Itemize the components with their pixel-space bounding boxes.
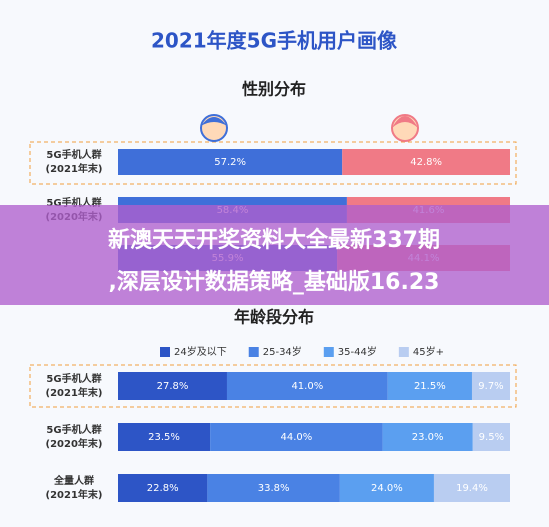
value-label: 22.8% <box>147 483 179 494</box>
bar-segment <box>226 372 388 400</box>
bar-segment <box>118 423 211 451</box>
legend-label: 25-34岁 <box>263 345 302 358</box>
legend-label: 24岁及以下 <box>174 345 227 358</box>
bar-segment <box>433 474 510 502</box>
bar-segment <box>339 474 434 502</box>
value-label: 57.2% <box>214 157 246 168</box>
bar-segment <box>118 372 227 400</box>
value-label: 41.0% <box>291 381 323 392</box>
chart-title: 年龄段分布 <box>234 308 314 327</box>
value-label: 19.4% <box>456 483 488 494</box>
value-label: 9.7% <box>478 381 503 392</box>
value-label: 27.8% <box>157 381 189 392</box>
row-label: 5G手机人群 <box>46 148 101 161</box>
value-label: 23.5% <box>148 432 180 443</box>
male-icon <box>200 114 228 142</box>
value-label: 33.8% <box>258 483 290 494</box>
bar-segment <box>342 149 510 175</box>
bar-segment <box>472 423 510 451</box>
legend-swatch <box>398 347 409 357</box>
value-label: 23.0% <box>412 432 444 443</box>
value-label: 44.0% <box>280 432 312 443</box>
female-icon <box>391 114 419 142</box>
legend-label: 35-44岁 <box>338 345 377 358</box>
value-label: 24.0% <box>371 483 403 494</box>
row-label: 5G手机人群 <box>46 423 101 436</box>
bar-segment <box>118 149 343 175</box>
value-label: 21.5% <box>414 381 446 392</box>
value-label: 9.5% <box>479 432 504 443</box>
highlight-box <box>29 141 517 185</box>
row-label: (2021年末) <box>46 386 103 399</box>
bar-segment <box>207 474 340 502</box>
banner-text: 新澳天天开奖资料大全最新337期 <box>108 227 440 253</box>
legend-label: 45岁+ <box>413 345 444 358</box>
highlight-box <box>29 364 517 408</box>
legend-swatch <box>160 347 170 357</box>
row-label: (2021年末) <box>46 488 103 501</box>
legend-swatch <box>248 347 259 357</box>
bar-segment <box>210 423 383 451</box>
chart-title: 性别分布 <box>242 80 306 99</box>
banner <box>0 205 549 305</box>
row-label: 5G手机人群 <box>46 372 101 385</box>
bar-segment <box>471 372 510 400</box>
bar-segment <box>382 423 473 451</box>
bar-segment <box>118 474 208 502</box>
bar-segment <box>387 372 472 400</box>
row-label: (2021年末) <box>46 162 103 175</box>
row-label: 全量人群 <box>53 474 94 487</box>
legend-swatch <box>323 347 334 357</box>
value-label: 42.8% <box>410 157 442 168</box>
row-label: (2020年末) <box>46 437 103 450</box>
banner-text: ,深层设计数据策略_基础版16.23 <box>109 269 440 295</box>
page-title: 2021年度5G手机用户画像 <box>151 29 398 53</box>
